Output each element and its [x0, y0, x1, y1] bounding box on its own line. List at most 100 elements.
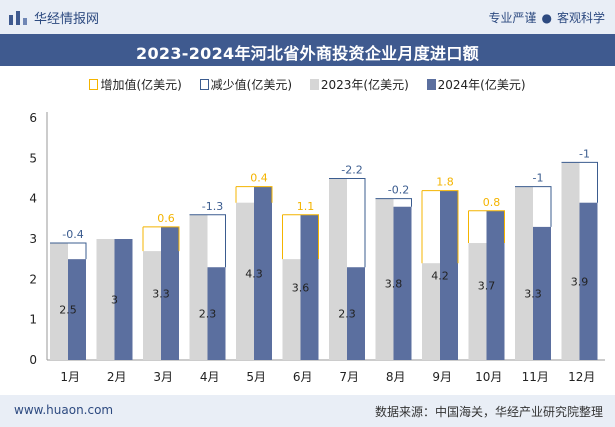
increase-bracket: [422, 190, 459, 264]
bar-2023: [282, 259, 301, 360]
bar-2023: [468, 243, 487, 360]
decrease-bracket: [561, 161, 598, 203]
decrease-bracket: [50, 242, 87, 260]
dot-separator: ●: [541, 11, 552, 25]
bar-2024: [254, 186, 272, 360]
value-label-2024: 2.3: [199, 308, 217, 321]
value-label-2024: 3.6: [292, 281, 310, 294]
x-tick-label: 7月: [339, 370, 359, 384]
decrease-bracket: [375, 198, 412, 207]
value-label-2024: 4.3: [245, 267, 263, 280]
y-tick-label: 2: [29, 272, 37, 286]
change-label: 0.6: [157, 212, 175, 225]
bar-2023: [561, 162, 580, 360]
chart-legend: 增加值(亿美元) 减少值(亿美元) 2023年(亿美元) 2024年(亿美元): [0, 76, 615, 94]
bar-2023: [50, 243, 68, 360]
x-tick-label: 9月: [432, 370, 452, 384]
change-label: -2.2: [341, 164, 362, 177]
increase-bracket: [143, 226, 180, 252]
x-tick-label: 11月: [522, 370, 549, 384]
top-header-bar: [0, 0, 615, 34]
bar-2024: [440, 190, 458, 360]
y-tick-label: 6: [29, 111, 37, 125]
change-label: -1: [533, 172, 544, 185]
change-label: -0.4: [62, 228, 83, 241]
x-tick-label: 12月: [568, 370, 595, 384]
legend-increase-label: 增加值(亿美元): [100, 78, 182, 92]
legend-decrease-label: 减少值(亿美元): [210, 78, 293, 92]
chart-title: 2023-2024年河北省外商投资企业月度进口额: [136, 44, 479, 63]
y-tick-label: 4: [29, 192, 37, 206]
x-tick-label: 6月: [293, 370, 313, 384]
value-label-2024: 4.2: [431, 269, 449, 282]
change-label: 1.1: [297, 200, 315, 213]
change-label: -1.3: [202, 200, 223, 213]
bar-2024: [114, 239, 133, 360]
bar-logo-icon: [9, 11, 27, 25]
x-tick-label: 10月: [475, 370, 502, 384]
legend-2024: 2024年(亿美元): [426, 76, 526, 93]
value-label-2024: 3.7: [478, 279, 496, 292]
legend-2024-swatch: [426, 79, 436, 90]
change-label: 0.8: [483, 196, 501, 209]
tag-right: 客观科学: [556, 11, 605, 25]
change-label: -0.2: [388, 184, 409, 197]
x-tick-label: 8月: [386, 370, 406, 384]
bar-2024: [393, 206, 412, 360]
value-label-2024: 2.5: [59, 304, 77, 317]
legend-2023-swatch: [309, 79, 319, 90]
tag-left: 专业严谨: [488, 11, 537, 25]
bar-2023: [96, 239, 115, 360]
bar-2024: [161, 226, 179, 360]
legend-2024-label: 2024年(亿美元): [437, 78, 526, 92]
bar-2023: [329, 178, 347, 360]
legend-2023: 2023年(亿美元): [309, 76, 409, 93]
value-label-2024: 2.3: [338, 308, 356, 321]
decrease-bracket: [329, 178, 366, 268]
header-tags: 专业严谨 ● 客观科学: [488, 9, 605, 26]
y-tick-label: 0: [29, 353, 37, 367]
bar-2023: [375, 198, 394, 360]
x-tick-label: 2月: [107, 370, 127, 384]
legend-increase-swatch: [89, 79, 99, 90]
change-label: -1: [579, 147, 590, 160]
bar-2024: [68, 259, 86, 360]
x-tick-label: 5月: [246, 370, 266, 384]
value-label-2024: 3.9: [571, 275, 589, 288]
bar-2024: [486, 210, 505, 360]
site-name: 华经情报网: [34, 12, 100, 27]
footer-source: 数据来源：中国海关，华经产业研究院整理: [374, 405, 603, 419]
y-tick-label: 5: [29, 151, 37, 165]
value-label-2024: 3.3: [524, 287, 542, 300]
value-label-2024: 3: [111, 294, 118, 307]
x-tick-label: 3月: [153, 370, 173, 384]
x-tick-label: 4月: [200, 370, 220, 384]
y-tick-label: 1: [29, 313, 37, 327]
title-bar: [0, 34, 615, 66]
bar-2023: [422, 263, 440, 360]
bar-2024: [579, 202, 598, 360]
bar-2023: [515, 186, 533, 360]
bar-2024: [207, 267, 226, 360]
bar-2024: [347, 267, 365, 360]
bar-2024: [300, 214, 319, 360]
bar-2023: [189, 214, 208, 360]
legend-decrease: 减少值(亿美元): [199, 76, 293, 93]
increase-bracket: [236, 186, 273, 203]
bar-chart: 0 1 2 3 4 5 6 -0.4 2.5 1月 3 2月 0.6 3.3 3月 -1.3 2.3 4月 0.4 4…: [29, 111, 605, 384]
legend-2023-label: 2023年(亿美元): [320, 78, 409, 92]
change-label: 0.4: [250, 172, 268, 185]
increase-bracket: [282, 214, 319, 260]
x-tick-label: 1月: [60, 370, 80, 384]
legend-increase: 增加值(亿美元): [89, 76, 182, 93]
increase-bracket: [468, 210, 505, 244]
bar-2023: [236, 202, 254, 360]
value-label-2024: 3.8: [385, 277, 403, 290]
decrease-bracket: [515, 186, 552, 227]
y-tick-label: 3: [29, 232, 37, 246]
legend-decrease-swatch: [199, 79, 209, 90]
bar-2024: [533, 226, 551, 360]
value-label-2024: 3.3: [152, 287, 170, 300]
footer-bar: [0, 395, 615, 427]
footer-url[interactable]: www.huaon.com: [14, 403, 114, 417]
